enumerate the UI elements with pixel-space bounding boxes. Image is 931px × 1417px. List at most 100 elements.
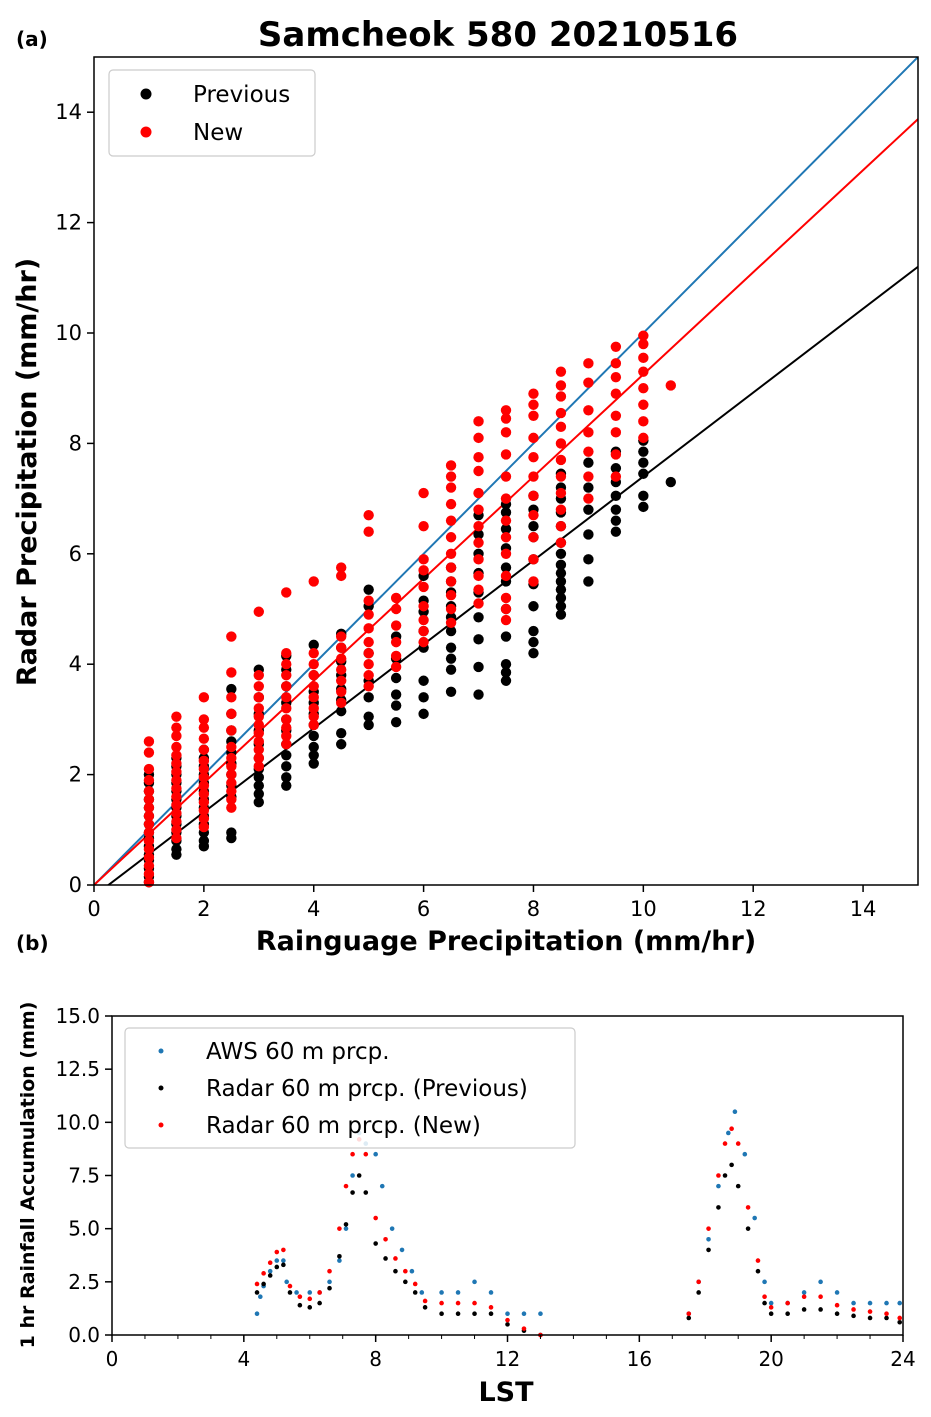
data-point: [638, 416, 649, 427]
data-point: [281, 750, 292, 761]
data-point: [455, 1300, 461, 1306]
data-point: [583, 554, 594, 565]
data-point: [390, 603, 402, 615]
data-point: [897, 1300, 903, 1306]
data-point: [226, 725, 237, 736]
data-point: [716, 1173, 721, 1178]
data-point: [171, 783, 182, 794]
x-tick-label: 10: [630, 897, 657, 921]
data-point: [500, 562, 512, 573]
data-point: [336, 653, 347, 664]
data-point: [638, 330, 649, 341]
data-point: [583, 405, 594, 416]
data-point: [555, 504, 567, 515]
data-point: [445, 642, 457, 653]
data-point: [610, 463, 622, 474]
data-point: [198, 835, 210, 847]
data-point: [143, 794, 155, 805]
data-point: [610, 427, 622, 438]
data-point: [867, 1300, 873, 1306]
legend-label: Radar 60 m prcp. (New): [206, 1113, 481, 1139]
data-point: [253, 711, 264, 722]
data-point: [500, 405, 512, 416]
data-point: [439, 1290, 444, 1295]
data-point: [422, 1298, 428, 1304]
data-point: [638, 457, 649, 468]
data-point: [143, 852, 155, 863]
data-point: [583, 471, 594, 482]
data-point: [445, 515, 457, 526]
data-point: [445, 471, 457, 482]
data-point: [143, 736, 155, 747]
data-point: [439, 1311, 444, 1317]
data-point: [500, 667, 512, 678]
data-point: [198, 722, 210, 733]
data-point: [308, 576, 319, 587]
data-point: [226, 752, 237, 764]
data-point: [422, 1305, 428, 1310]
data-point: [171, 730, 182, 742]
data-point: [226, 761, 237, 772]
y-axis-label-b: 1 hr Rainfall Accumulation (mm): [17, 1002, 39, 1349]
data-point: [555, 487, 567, 499]
data-point: [706, 1237, 711, 1242]
data-point: [143, 785, 155, 797]
data-point: [726, 1130, 731, 1136]
data-point: [274, 1264, 280, 1270]
data-point: [281, 1262, 286, 1268]
data-point: [500, 570, 512, 582]
data-point: [528, 509, 539, 521]
data-point: [171, 758, 182, 769]
data-point: [350, 1190, 355, 1195]
data-point: [389, 1226, 395, 1231]
data-point: [418, 521, 429, 532]
data-point: [555, 366, 567, 377]
data-point: [297, 1294, 303, 1300]
data-point: [455, 1311, 461, 1317]
data-point: [403, 1268, 408, 1274]
data-point: [267, 1273, 273, 1278]
data-point: [500, 631, 512, 642]
data-point: [363, 692, 374, 703]
data-point: [801, 1294, 807, 1300]
data-point: [171, 808, 182, 819]
data-point: [254, 1290, 260, 1295]
data-point: [281, 1258, 286, 1263]
data-point: [500, 603, 512, 615]
data-point: [505, 1311, 510, 1317]
data-point: [274, 1258, 280, 1263]
x-axis-label-a: Rainguage Precipitation (mm/hr): [256, 926, 756, 957]
data-point: [638, 383, 649, 394]
data-point: [363, 595, 374, 606]
legend-label: New: [193, 120, 243, 146]
data-point: [884, 1315, 889, 1321]
data-point: [555, 391, 567, 402]
data-point: [307, 1296, 313, 1302]
data-point: [254, 1311, 260, 1317]
data-point: [337, 1254, 342, 1259]
data-point: [610, 515, 622, 526]
data-point: [253, 772, 264, 783]
data-point: [171, 741, 182, 753]
data-point: [198, 772, 210, 783]
data-point: [488, 1290, 494, 1295]
data-point: [308, 758, 319, 769]
data-point: [818, 1307, 823, 1312]
panel-b-label: (b): [16, 931, 49, 955]
series-1: [143, 435, 676, 888]
data-point: [445, 603, 457, 615]
data-point: [350, 1173, 355, 1178]
data-point: [638, 432, 649, 444]
data-point: [317, 1300, 322, 1306]
data-point: [735, 1141, 741, 1146]
data-point: [445, 532, 457, 543]
data-point: [308, 639, 319, 651]
data-point: [143, 819, 155, 830]
data-point: [722, 1141, 728, 1146]
y-axis-label-a: Radar Precipitation (mm/hr): [12, 258, 43, 686]
data-point: [171, 824, 182, 835]
data-point: [336, 642, 347, 653]
data-point: [528, 399, 539, 410]
y-tick-label: 0: [69, 873, 82, 897]
data-point: [171, 774, 182, 786]
